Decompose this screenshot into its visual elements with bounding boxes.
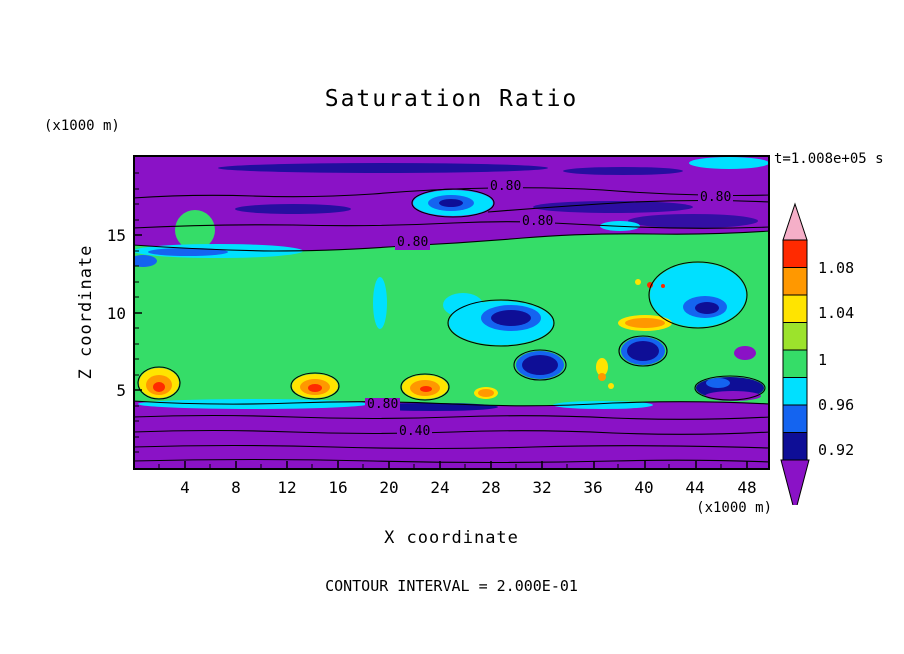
plot-frame <box>133 155 770 470</box>
colorbar <box>780 202 810 505</box>
y-tick-label: 15 <box>106 226 126 245</box>
colorbar-label: 1.08 <box>818 259 855 277</box>
x-tick-label: 28 <box>481 478 501 497</box>
filled-contour-field <box>133 155 770 470</box>
x-tick-label: 44 <box>685 478 705 497</box>
contour-label: 0.80 <box>395 235 431 250</box>
x-tick-label: 24 <box>430 478 450 497</box>
colorbar-label: 1 <box>818 351 828 369</box>
time-annotation: t=1.008e+05 s <box>774 151 884 167</box>
contour-label: 0.80 <box>488 179 524 194</box>
colorbar-label: 1.04 <box>818 304 855 322</box>
x-axis-label: X coordinate <box>384 528 519 548</box>
colorbar-segments <box>780 202 810 505</box>
contour-label: 0.80 <box>698 190 734 205</box>
colorbar-label: 0.96 <box>818 396 855 414</box>
y-tick-label: 10 <box>106 304 126 323</box>
x-tick-label: 32 <box>532 478 552 497</box>
contour-plot <box>133 155 770 470</box>
axis-tick-marks <box>134 172 748 469</box>
y-axis-units: (x1000 m) <box>44 118 120 134</box>
x-tick-label: 20 <box>379 478 399 497</box>
x-tick-label: 36 <box>583 478 603 497</box>
chart-title: Saturation Ratio <box>324 86 579 112</box>
x-tick-label: 48 <box>737 478 757 497</box>
contour-label: 0.80 <box>365 397 401 412</box>
colorbar-label: 0.92 <box>818 441 855 459</box>
contour-label: 0.80 <box>520 214 556 229</box>
x-axis-units: (x1000 m) <box>696 500 772 516</box>
x-tick-label: 16 <box>328 478 348 497</box>
x-tick-label: 12 <box>277 478 297 497</box>
contour-interval-text: CONTOUR INTERVAL = 2.000E-01 <box>325 577 578 595</box>
x-tick-label: 4 <box>180 478 190 497</box>
x-tick-label: 8 <box>231 478 241 497</box>
contour-label: 0.40 <box>397 424 433 439</box>
contour-lines <box>133 187 770 464</box>
y-tick-label: 5 <box>116 381 126 400</box>
x-tick-label: 40 <box>634 478 654 497</box>
